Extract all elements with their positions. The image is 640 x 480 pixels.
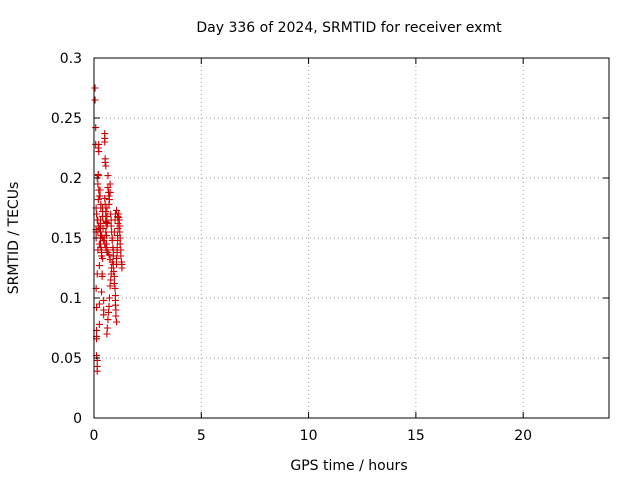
data-point [117,246,125,254]
data-point [113,254,121,262]
data-point [95,140,103,148]
y-tick-label: 0.25 [51,111,82,127]
y-axis-title: SRMTID / TECUs [6,182,22,295]
data-point [106,180,114,188]
data-point [112,306,120,314]
data-point [95,186,103,194]
data-point [105,308,113,316]
data-point [98,272,106,280]
data-point [113,206,121,214]
x-tick-label: 0 [90,428,99,444]
data-point [108,264,116,272]
data-point [94,180,102,188]
data-point [102,212,110,220]
data-point [105,196,113,204]
data-point [91,84,99,92]
data-point [103,222,111,230]
data-points [91,84,126,375]
data-point [112,312,120,320]
x-tick-label: 15 [407,428,425,444]
data-point [110,228,118,236]
x-tick-label: 20 [514,428,532,444]
data-point [105,302,113,310]
data-point [116,240,124,248]
data-point [113,318,121,326]
data-point [113,244,121,252]
data-point [114,212,122,220]
y-tick-label: 0.15 [51,231,82,247]
data-point [95,192,103,200]
data-point [93,216,101,224]
data-point [95,148,103,156]
data-point [105,251,113,259]
data-point [100,311,108,319]
data-point [101,194,109,202]
y-tick-label: 0.1 [60,291,82,307]
data-point [111,216,119,224]
data-point [93,367,101,375]
data-point [96,228,104,236]
data-point [118,264,126,272]
y-tick-label: 0 [73,411,82,427]
data-point [111,284,119,292]
data-point [110,280,118,288]
data-point [101,200,109,208]
data-point [101,130,109,138]
data-point [95,224,103,232]
data-point [98,248,106,256]
data-point [101,138,109,146]
data-point [106,256,114,264]
data-point [100,236,108,244]
x-tick-label: 5 [197,428,206,444]
data-point [107,270,115,278]
y-tick-label: 0.05 [51,351,82,367]
data-point [95,262,103,270]
data-point [103,324,111,332]
data-point [101,240,109,248]
data-point [107,276,115,284]
data-point [95,300,103,308]
data-point [100,296,108,304]
tick-labels: 0 5 10 15 20 0 0.05 0.1 0.15 0.2 0.25 0.3 [51,51,532,444]
data-point [105,294,113,302]
grid-lines [94,58,609,418]
chart-title: Day 336 of 2024, SRMTID for receiver exm… [196,20,502,36]
data-point [95,320,103,328]
data-point [116,222,124,230]
y-tick-label: 0.3 [60,51,82,67]
plot-frame [93,57,610,419]
data-point [106,188,114,196]
data-point [116,234,124,242]
data-point [98,288,106,296]
data-point [106,282,114,290]
axis-ticks [93,57,609,419]
data-point [104,184,112,192]
data-point [101,155,109,163]
data-point [103,204,111,212]
data-point [102,162,110,170]
data-point [91,96,99,104]
x-axis-title: GPS time / hours [290,458,407,474]
x-tick-label: 10 [300,428,318,444]
data-point [104,316,112,324]
data-point [117,252,125,260]
y-tick-label: 0.2 [60,171,82,187]
data-point [104,172,112,180]
data-point [94,196,102,204]
data-point [99,254,107,262]
data-point [103,330,111,338]
data-point [109,246,117,254]
data-point [92,124,100,132]
